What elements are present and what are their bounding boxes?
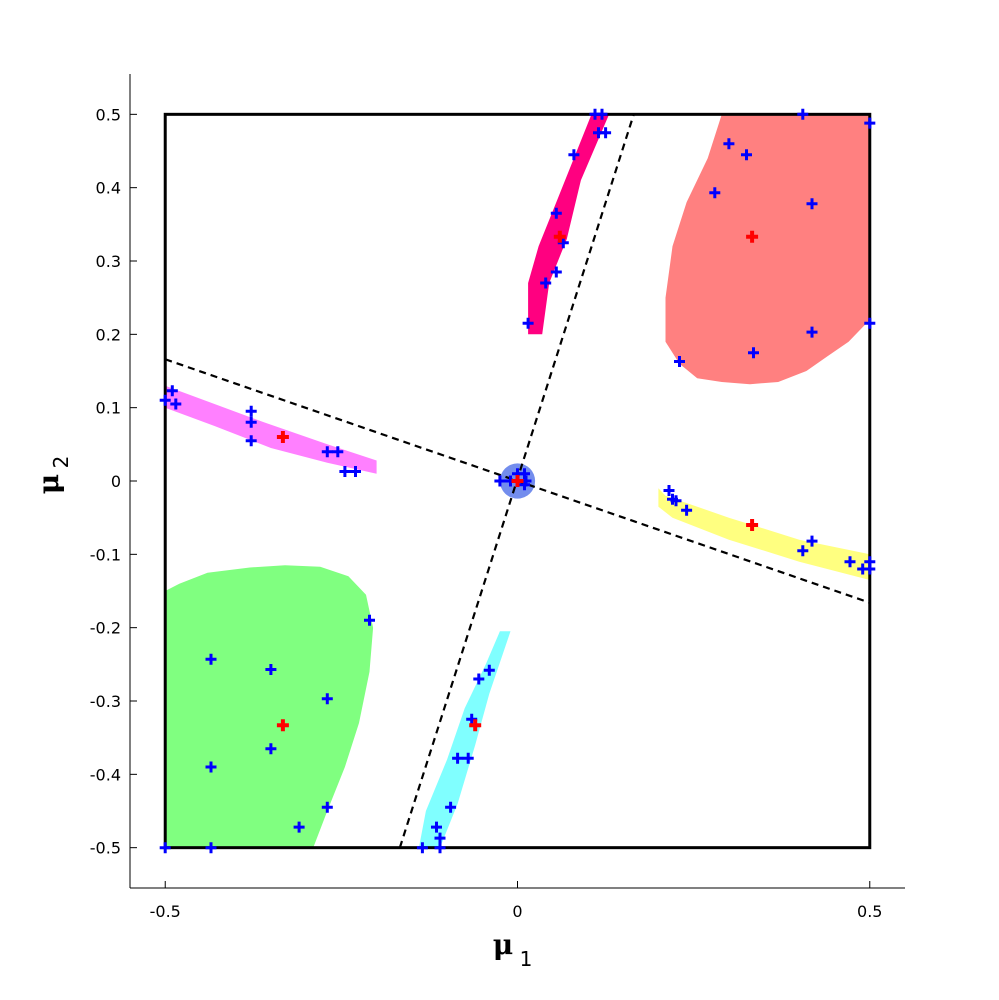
sample-marker-5: [550, 207, 562, 219]
region-2: [528, 114, 610, 335]
sample-marker-36: [844, 556, 856, 568]
domain-box: [163, 112, 872, 850]
x-axis-label-subscript: 1: [520, 947, 533, 971]
sample-marker-50: [483, 664, 495, 676]
sample-marker-45: [205, 761, 217, 773]
centroid-marker-6: [511, 475, 524, 487]
x-axis-label-symbol: μ: [493, 928, 514, 961]
sample-marker-41: [265, 664, 277, 675]
y-tick-label: -0.4: [90, 765, 121, 784]
sample-marker-59: [434, 842, 446, 854]
sample-marker-51: [473, 673, 485, 685]
sample-marker-18: [748, 347, 759, 359]
sample-marker-8: [540, 277, 552, 289]
sample-marker-44: [265, 743, 277, 755]
sample-marker-12: [723, 138, 735, 150]
sample-marker-35: [806, 535, 818, 547]
y-tick-label: -0.1: [90, 545, 121, 564]
y-axis-label-subscript: 2: [49, 456, 73, 469]
y-axis-label: μ 2: [32, 456, 73, 495]
y-tick-label: 0.3: [96, 252, 121, 271]
x-tick-label: 0: [512, 902, 522, 921]
centroid-marker-3: [746, 519, 759, 531]
sample-marker-42: [364, 614, 375, 626]
sample-marker-28: [339, 466, 351, 477]
sample-marker-25: [245, 435, 257, 447]
sample-marker-33: [681, 504, 693, 516]
region-3: [418, 631, 511, 848]
y-tick-label: -0.5: [90, 839, 121, 858]
y-tick-label: 0.5: [96, 105, 121, 124]
sample-marker-21: [159, 394, 171, 406]
x-tick-label: -0.5: [150, 902, 181, 921]
sample-marker-46: [321, 801, 333, 813]
x-axis-label: μ 1: [493, 928, 533, 971]
sample-marker-60: [494, 475, 506, 487]
sample-marker-30: [663, 485, 675, 496]
sample-marker-47: [293, 821, 305, 833]
centroid-marker-2: [276, 431, 289, 443]
sample-marker-55: [445, 801, 457, 813]
sample-marker-40: [205, 653, 217, 665]
region-1: [165, 565, 374, 848]
centroid-marker-0: [553, 230, 566, 243]
sample-marker-15: [806, 198, 818, 210]
sample-marker-7: [550, 266, 562, 278]
sample-marker-43: [321, 693, 333, 705]
sample-marker-16: [864, 317, 876, 329]
sample-marker-4: [568, 149, 580, 161]
sample-marker-1: [596, 108, 608, 120]
y-axis-label-symbol: μ: [32, 474, 65, 495]
y-tick-label: -0.2: [90, 619, 121, 638]
region-0: [665, 114, 870, 385]
axes: -0.5 0 0.5 0.5 0.4 0.3 0.2 0.1 0 -0.1 -0.2 -0.3 -0.4…: [90, 74, 905, 921]
sample-marker-49: [205, 842, 217, 854]
sample-marker-17: [806, 326, 818, 338]
sample-marker-24: [245, 416, 257, 428]
sample-marker-20: [166, 385, 178, 397]
sample-marker-32: [670, 495, 682, 507]
centroid-marker-4: [276, 719, 289, 732]
centroid-marker-1: [746, 230, 759, 243]
sample-marker-54: [452, 752, 464, 764]
centroid-marker-5: [469, 719, 482, 732]
sample-marker-58: [416, 842, 428, 854]
sample-marker-13: [741, 149, 752, 161]
sample-marker-3: [600, 127, 612, 139]
sample-marker-10: [797, 108, 809, 120]
sample-marker-57: [434, 832, 446, 844]
sample-marker-11: [864, 117, 876, 129]
sample-marker-56: [431, 821, 442, 833]
sample-marker-26: [321, 446, 333, 458]
sample-marker-27: [332, 446, 344, 458]
y-tick-label: 0.2: [96, 325, 121, 344]
y-tick-label: 0.4: [96, 179, 121, 198]
sample-marker-29: [350, 466, 361, 477]
sample-marker-53: [462, 752, 474, 764]
sample-marker-14: [709, 187, 721, 199]
y-tick-label: -0.3: [90, 692, 121, 711]
sample-marker-9: [522, 317, 534, 329]
sample-marker-19: [674, 356, 685, 367]
region-5: [658, 488, 870, 580]
y-tick-label: 0: [111, 472, 121, 491]
sample-marker-39: [864, 563, 876, 575]
sample-marker-34: [797, 545, 809, 557]
y-tick-label: 0.1: [96, 399, 121, 418]
plot-area: [159, 108, 876, 854]
sample-marker-22: [170, 398, 182, 410]
sample-marker-23: [245, 405, 257, 417]
x-tick-label: 0.5: [857, 902, 882, 921]
sample-marker-48: [159, 842, 171, 854]
